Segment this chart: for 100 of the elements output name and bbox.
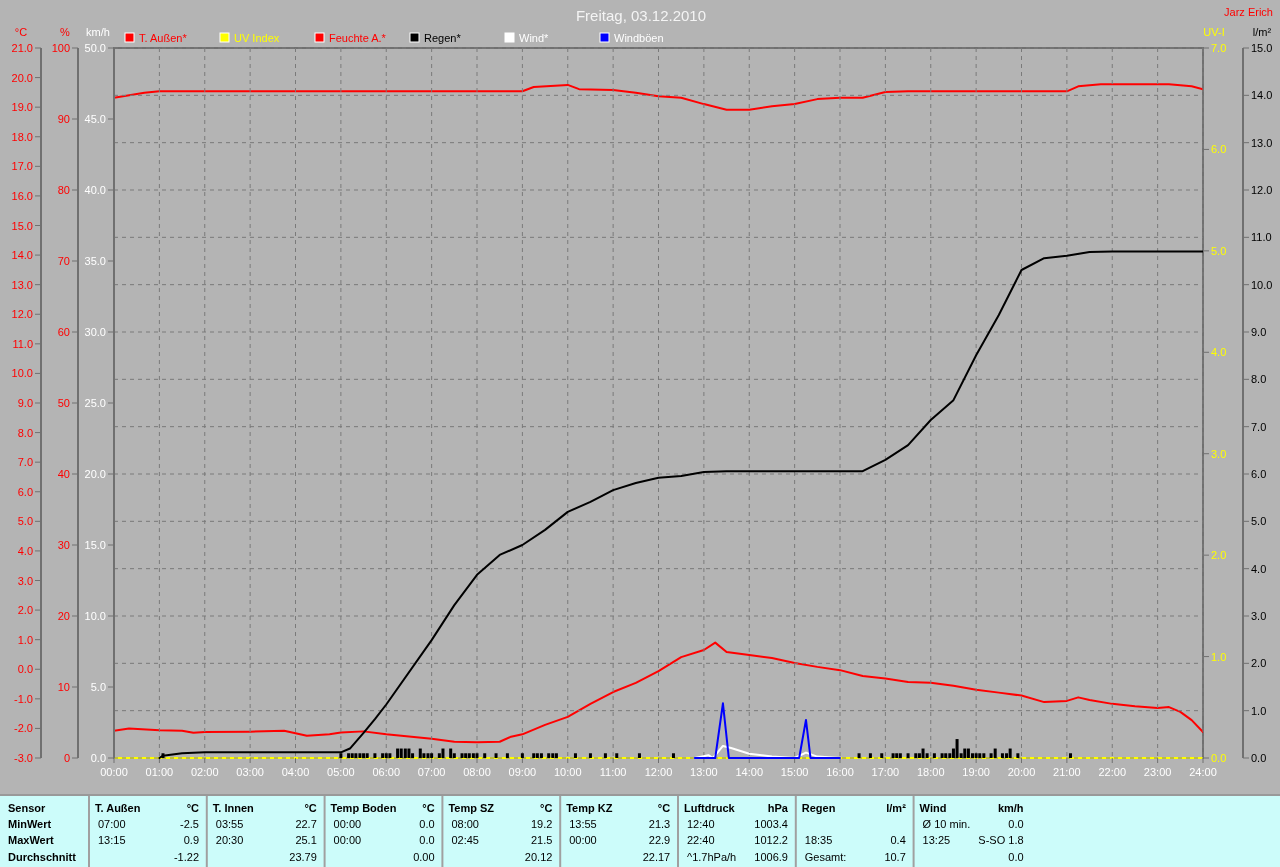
x-tick-label: 06:00 xyxy=(372,766,401,778)
text: 08:00 xyxy=(451,818,479,830)
text: 0.0 xyxy=(1008,851,1024,863)
x-tick-label: 21:00 xyxy=(1053,766,1081,778)
y2-tick-label: 10.0 xyxy=(84,610,106,622)
y-tick-label: 1.0 xyxy=(17,633,33,646)
y3-tick-label: 40 xyxy=(57,468,70,480)
y2-tick-label: 5.0 xyxy=(1211,244,1227,257)
y2-tick-label: 20.0 xyxy=(84,468,106,480)
line-series xyxy=(114,83,1203,111)
y-tick-label: 14.0 xyxy=(1251,89,1273,102)
y-tick-label: 7.0 xyxy=(1251,420,1267,433)
text: Jarz Erich xyxy=(1224,6,1273,18)
text: T. Außen xyxy=(95,802,141,814)
y2-tick-label: 0.0 xyxy=(1211,752,1227,764)
legend-label: Regen* xyxy=(424,32,462,44)
x-tick-label: 19:00 xyxy=(962,766,990,778)
text: S-SO 1.8 xyxy=(978,834,1024,846)
text: Ø 10 min. xyxy=(922,818,971,830)
y-tick-label: 14.0 xyxy=(11,249,33,262)
y-tick-label: -3.0 xyxy=(14,752,33,764)
text: 00:00 xyxy=(333,818,362,830)
y-tick-label: 9.0 xyxy=(17,397,33,409)
text: 13:55 xyxy=(569,818,597,830)
x-tick-label: 22:00 xyxy=(1098,766,1127,778)
text: 22.7 xyxy=(295,818,317,830)
text: 1003.4 xyxy=(754,818,788,830)
text: 21.5 xyxy=(530,834,553,846)
text: 1006.9 xyxy=(754,851,788,863)
y-tick-label: 7.0 xyxy=(17,456,33,469)
x-tick-label: 01:00 xyxy=(145,766,174,778)
y3-axis-title: % xyxy=(60,26,71,38)
text: Temp SZ xyxy=(448,802,495,814)
y2-tick-label: 25.0 xyxy=(84,397,106,409)
text: 0.4 xyxy=(890,834,906,846)
y3-tick-label: 0 xyxy=(63,752,70,764)
text: MaxWert xyxy=(8,834,54,846)
text: Sensor xyxy=(8,802,47,814)
text: 22.9 xyxy=(648,834,671,846)
y-tick-label: 9.0 xyxy=(1251,326,1267,338)
y-tick-label: 10.0 xyxy=(11,367,33,380)
legend-label: Feuchte A.* xyxy=(329,32,387,44)
legend-label: Wind* xyxy=(519,32,550,44)
text: 0.0 xyxy=(419,818,435,830)
text: °C xyxy=(186,802,200,814)
text: 23.79 xyxy=(289,851,317,863)
x-tick-label: 20:00 xyxy=(1007,766,1036,778)
text: 07:00 xyxy=(98,818,126,830)
x-tick-label: 04:00 xyxy=(281,766,310,778)
y2-tick-label: 15.0 xyxy=(84,539,106,551)
text: Durchschnitt xyxy=(8,851,77,863)
x-tick-label: 11:00 xyxy=(599,766,627,778)
x-tick-label: 12:00 xyxy=(644,766,673,778)
y-tick-label: 2.0 xyxy=(17,604,33,617)
y-tick-label: 18.0 xyxy=(11,130,33,143)
y-tick-label: -1.0 xyxy=(14,692,33,705)
text: 02:45 xyxy=(451,834,479,846)
y3-tick-label: 30 xyxy=(57,539,70,551)
legend-label: T. Außen* xyxy=(139,32,188,44)
y-tick-label: 21.0 xyxy=(11,42,33,54)
y-tick-label: 11.0 xyxy=(12,337,33,350)
y-tick-label: 5.0 xyxy=(1251,515,1267,528)
text: Luftdruck xyxy=(684,802,736,814)
text: 19.2 xyxy=(530,818,553,830)
y-tick-label: 15.0 xyxy=(1251,42,1273,54)
y2-tick-label: 45.0 xyxy=(84,113,106,125)
y3-tick-label: 10 xyxy=(57,681,70,693)
text: °C xyxy=(540,802,553,814)
y-tick-label: 3.0 xyxy=(17,574,33,587)
y-tick-label: 5.0 xyxy=(17,515,33,528)
y-tick-label: 4.0 xyxy=(17,544,33,557)
x-tick-label: 09:00 xyxy=(508,766,537,778)
y2-tick-label: 5.0 xyxy=(90,681,106,693)
text: 00:00 xyxy=(569,834,597,846)
y-tick-label: 8.0 xyxy=(1251,373,1267,386)
y3-tick-label: 20 xyxy=(57,610,70,622)
y-tick-label: 0.0 xyxy=(1251,752,1267,764)
y2-tick-label: 35.0 xyxy=(84,255,106,267)
text: Regen xyxy=(801,802,836,814)
text: 18:35 xyxy=(804,834,833,846)
x-tick-label: 14:00 xyxy=(735,766,764,778)
text: 13:15 xyxy=(98,834,126,846)
text: l/m² xyxy=(886,802,907,814)
y-tick-label: 12.0 xyxy=(11,308,33,321)
x-tick-label: 00:00 xyxy=(100,766,128,778)
text: -1.22 xyxy=(173,851,199,863)
y-tick-label: 15.0 xyxy=(11,219,33,232)
y2-tick-label: 0.0 xyxy=(90,752,106,764)
y2-tick-label: 3.0 xyxy=(1211,447,1227,460)
legend-label: UV Index xyxy=(234,32,280,44)
y2-tick-label: 7.0 xyxy=(1211,42,1227,54)
text: 03:55 xyxy=(215,818,244,830)
text: 21.3 xyxy=(648,818,671,830)
text: 0.9 xyxy=(183,834,199,846)
text: 25.1 xyxy=(295,834,317,846)
y-tick-label: 8.0 xyxy=(17,426,33,439)
x-tick-label: 02:00 xyxy=(190,766,219,778)
y2-axis-title: UV-I xyxy=(1203,26,1225,38)
y-tick-label: 6.0 xyxy=(1251,468,1267,480)
text: 13:25 xyxy=(922,834,951,846)
